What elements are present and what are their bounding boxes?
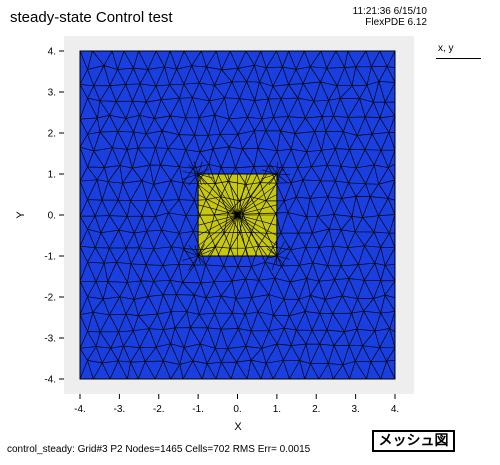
y-tick-label: -3. [44, 334, 56, 345]
timestamp: 11:21:36 6/15/10 [352, 6, 427, 17]
outer-region-outline [79, 50, 396, 380]
y-tick-label: -2. [44, 293, 56, 304]
x-tick-label: 2. [312, 404, 320, 415]
x-tick-label: -2. [153, 404, 165, 415]
x-axis-label: X [234, 421, 242, 433]
y-tick-label: 0. [48, 211, 56, 222]
xy-legend-line [436, 58, 481, 59]
y-tick-label: 1. [48, 170, 56, 181]
mesh-layer [79, 50, 396, 380]
x-tick-label: -1. [192, 404, 204, 415]
x-tick-label: -4. [74, 404, 86, 415]
xy-legend-label: x, y [438, 43, 454, 54]
x-tick-label: 4. [391, 404, 399, 415]
x-tick-label: 1. [273, 404, 281, 415]
x-tick-label: 3. [351, 404, 359, 415]
plot-title: steady-state Control test [10, 9, 173, 26]
y-tick-label: -4. [44, 375, 56, 386]
inner-region-outline [197, 173, 278, 257]
mesh-view-button[interactable]: メッシュ図 [372, 430, 455, 452]
tick-layer: -4. -3. -2. -1. 0. 1. 2. 3. 4. 4. 3. 2. 1. 0. -1. -2. -3… [44, 47, 399, 416]
x-tick-label: -3. [114, 404, 126, 415]
timestamp-block: 11:21:36 6/15/10 FlexPDE 6.12 [353, 6, 427, 28]
y-tick-label: 2. [48, 129, 56, 140]
y-tick-label: 4. [48, 47, 56, 58]
software-version: FlexPDE 6.12 [365, 17, 427, 28]
y-tick-label: 3. [48, 88, 56, 99]
x-tick-label: 0. [233, 404, 241, 415]
y-tick-label: -1. [44, 252, 56, 263]
y-axis-label: Y [15, 211, 27, 219]
status-line: control_steady: Grid#3 P2 Nodes=1465 Cel… [7, 444, 311, 455]
